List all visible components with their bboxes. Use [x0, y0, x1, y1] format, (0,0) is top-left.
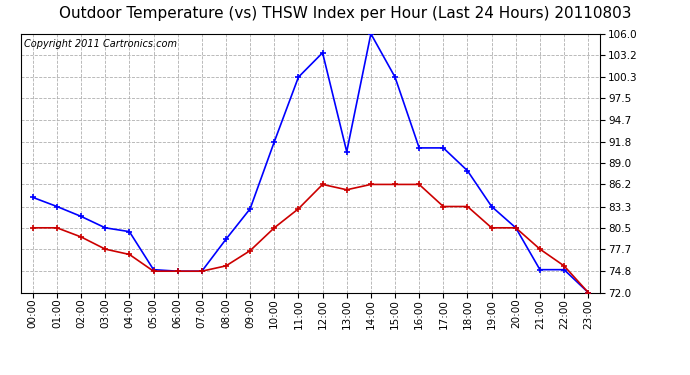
Text: Copyright 2011 Cartronics.com: Copyright 2011 Cartronics.com: [23, 39, 177, 49]
Text: Outdoor Temperature (vs) THSW Index per Hour (Last 24 Hours) 20110803: Outdoor Temperature (vs) THSW Index per …: [59, 6, 631, 21]
